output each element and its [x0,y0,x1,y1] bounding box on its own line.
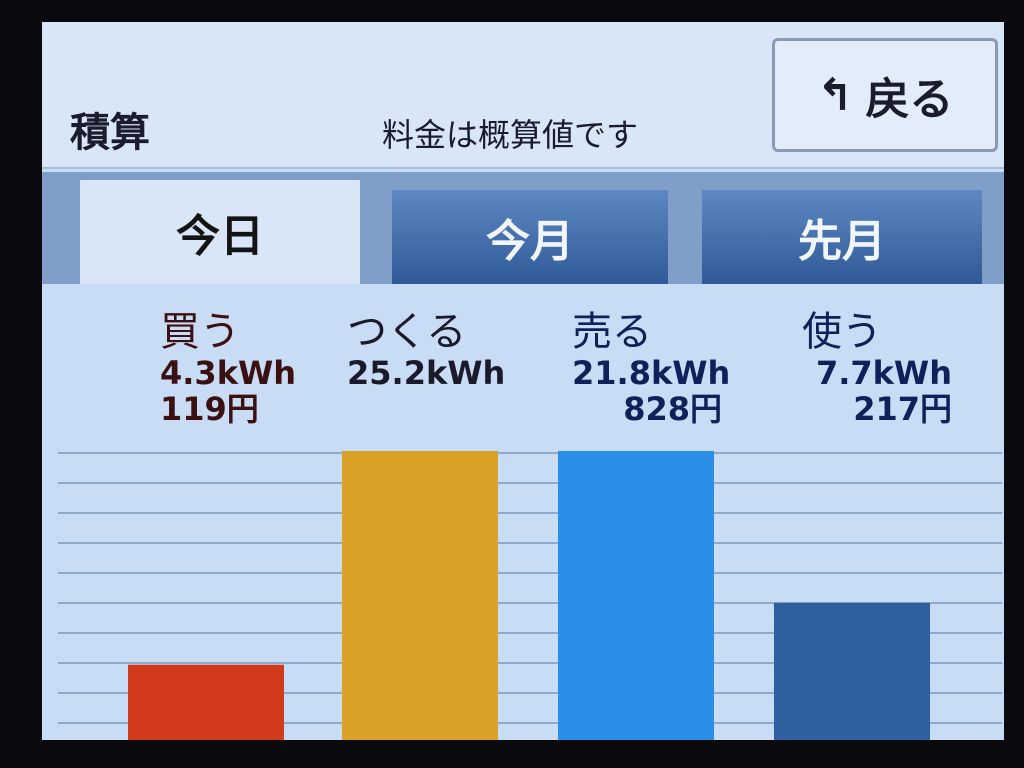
item-label: つくる [347,309,467,355]
bar-3 [774,602,930,740]
back-label: 戻る [865,74,954,125]
page-title: 積算 [70,110,150,156]
bar-2 [558,451,714,740]
tab-last-month[interactable]: 先月 [702,190,982,284]
bar-1 [342,451,498,740]
item-energy: 21.8kWh [572,354,731,392]
return-arrow-icon: ↰ [816,69,854,121]
tab-this-month[interactable]: 今月 [392,190,668,284]
bar-0 [128,664,284,740]
summary-item: 使う 7.7kWh 217円 [802,309,1002,427]
item-label: 売る [572,309,652,355]
summary-item: 買う 4.3kWh 119円 [160,309,360,427]
estimate-note: 料金は概算値です [382,116,639,154]
summary-panel: 買う 4.3kWh 119円 つくる 25.2kWh 売る 21.8kWh 828円 使う 7.… [42,284,1004,740]
item-label: 買う [160,309,240,355]
item-label: 使う [802,309,882,355]
item-cost: 119円 [160,390,259,428]
tab-bar: 今日 今月 先月 [42,172,1004,284]
item-energy: 7.7kWh [815,354,952,392]
back-button[interactable]: ↰ 戻る [772,38,998,152]
item-energy: 4.3kWh [160,354,297,392]
summary-item: 売る 21.8kWh 828円 [572,309,772,427]
bar-chart [58,451,1002,740]
item-cost: 828円 [623,390,722,428]
item-cost: 217円 [853,390,952,428]
screen: 積算 料金は概算値です ↰ 戻る 今日 今月 先月 買う 4.3kWh 119円 つく… [42,22,1004,740]
item-energy: 25.2kWh [347,354,506,392]
tab-today[interactable]: 今日 [80,180,360,284]
summary-item: つくる 25.2kWh [347,309,547,427]
item-cost [347,391,477,427]
header: 積算 料金は概算値です ↰ 戻る [42,22,1004,169]
